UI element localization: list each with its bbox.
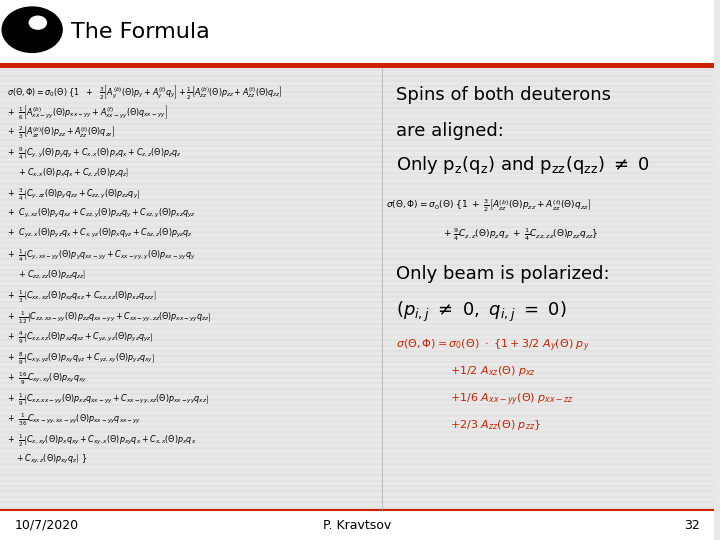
Text: $+\ \frac{9}{4}C_{z,z}(\Theta)p_zq_z\ +\ \frac{1}{4}C_{zz,zz}(\Theta)p_{zz}q_{zz: $+\ \frac{9}{4}C_{z,z}(\Theta)p_zq_z\ +\… bbox=[443, 227, 598, 244]
Text: $+\ \ \frac{16}{9}C_{xy,xy}(\Theta)p_{xy}q_{xy}$: $+\ \ \frac{16}{9}C_{xy,xy}(\Theta)p_{xy… bbox=[7, 371, 87, 387]
Text: $\left.\ \ \ + C_{xy,z}(\Theta)p_{xy}q_z\right]\ \}$: $\left.\ \ \ + C_{xy,z}(\Theta)p_{xy}q_z… bbox=[7, 453, 87, 466]
Text: $+\ \ \frac{9}{4}\left[C_{y,y}(\Theta)p_yq_y + C_{x,x}(\Theta)p_xq_x + C_{z,z}(\: $+\ \ \frac{9}{4}\left[C_{y,y}(\Theta)p_… bbox=[7, 145, 182, 161]
Text: are aligned:: are aligned: bbox=[397, 122, 504, 139]
Text: $+\ \ C_{y,xz}(\Theta)p_yq_{xz} + C_{zz,y}(\Theta)p_{zz}q_y + C_{xz,y}(\Theta)p_: $+\ \ C_{y,xz}(\Theta)p_yq_{xz} + C_{zz,… bbox=[7, 207, 196, 220]
Text: $\left.\ \ \ \ + C_{zz,zz}(\Theta)p_{zz}q_{zz}\right]$: $\left.\ \ \ \ + C_{zz,zz}(\Theta)p_{zz}… bbox=[7, 268, 86, 281]
Bar bbox=[0, 510, 714, 540]
FancyBboxPatch shape bbox=[0, 0, 714, 65]
Text: $+\ \ C_{yz,x}(\Theta)p_{yz}q_x + C_{x,yz}(\Theta)p_xq_{yz} + C_{bz,z}(\Theta)p_: $+\ \ C_{yz,x}(\Theta)p_{yz}q_x + C_{x,y… bbox=[7, 227, 193, 240]
Text: 10/7/2020: 10/7/2020 bbox=[14, 519, 78, 532]
Text: P. Kravtsov: P. Kravtsov bbox=[323, 519, 391, 532]
Text: $+\ \ \frac{3}{4}\left[C_{y,zz}(\Theta)p_yq_{zz} + C_{zz,y}(\Theta)p_{zz}q_y\rig: $+\ \ \frac{3}{4}\left[C_{y,zz}(\Theta)p… bbox=[7, 186, 140, 202]
Text: $+ 2/3\ A_{zz}(\Theta)\ p_{zz}\}$: $+ 2/3\ A_{zz}(\Theta)\ p_{zz}\}$ bbox=[450, 418, 541, 433]
Text: $(p_{i,j}\ \neq\ 0,\ q_{i,j}\ =\ 0)$: $(p_{i,j}\ \neq\ 0,\ q_{i,j}\ =\ 0)$ bbox=[397, 300, 567, 324]
Text: $\sigma(\Theta,\Phi) = \sigma_0(\Theta)\ \{1\ \ +\ \ \frac{3}{2}\left[A_y^{(b)}(: $\sigma(\Theta,\Phi) = \sigma_0(\Theta)\… bbox=[7, 84, 283, 102]
Text: Only beam is polarized:: Only beam is polarized: bbox=[397, 265, 610, 282]
Text: $+\ \ \frac{1}{6}\left[A_{xx-yy}^{(b)}(\Theta)p_{xx-yy} + A_{xx-yy}^{(t)}(\Theta: $+\ \ \frac{1}{6}\left[A_{xx-yy}^{(b)}(\… bbox=[7, 104, 168, 122]
Text: $+\ \ \frac{8}{9}\left[C_{xy,yz}(\Theta)p_{xy}q_{yz} + C_{yz,xy}(\Theta)p_{yz}q_: $+\ \ \frac{8}{9}\left[C_{xy,yz}(\Theta)… bbox=[7, 350, 155, 367]
Text: 32: 32 bbox=[684, 519, 700, 532]
Text: $+\ \ \frac{1}{4}\left[C_{y,xx-yy}(\Theta)p_yq_{xx-yy} + C_{xx-yy,y}(\Theta)p_{x: $+\ \ \frac{1}{4}\left[C_{y,xx-yy}(\Thet… bbox=[7, 248, 196, 264]
Text: $\sigma(\Theta,\Phi) = \sigma_0(\Theta)\ \{1\ +\ \frac{3}{2}\left[A_{zz}^{(b)}(\: $\sigma(\Theta,\Phi) = \sigma_0(\Theta)\… bbox=[386, 197, 590, 214]
Text: $+\ \ \frac{1}{9}\left[C_{xz,xx-yy}(\Theta)p_{xz}q_{xx-yy} + C_{xx-yy,xz}(\Theta: $+\ \ \frac{1}{9}\left[C_{xz,xx-yy}(\The… bbox=[7, 392, 209, 408]
Text: Only $\mathregular{p_z(q_z)}$ and $\mathregular{p_{zz}(q_{zz})}$ $\neq$ 0: Only $\mathregular{p_z(q_z)}$ and $\math… bbox=[397, 154, 650, 176]
Text: $+ 1/6\ A_{xx-yy}(\Theta)\ p_{xx-zz}$: $+ 1/6\ A_{xx-yy}(\Theta)\ p_{xx-zz}$ bbox=[450, 392, 574, 408]
Text: $+\ \ \frac{1}{2}\left[C_{x,xy}(\Theta)p_xq_{xy} + C_{xy,x}(\Theta)p_{xy}q_x + C: $+\ \ \frac{1}{2}\left[C_{x,xy}(\Theta)p… bbox=[7, 433, 197, 449]
Text: $+ 1/2\ A_{xz}(\Theta)\ p_{xz}$: $+ 1/2\ A_{xz}(\Theta)\ p_{xz}$ bbox=[450, 364, 536, 379]
Text: $+\ \ \frac{1}{12}\left[C_{zz,xx-yy}(\Theta)p_{zz}q_{xx-yy} + C_{xx-yy,zz}(\Thet: $+\ \ \frac{1}{12}\left[C_{zz,xx-yy}(\Th… bbox=[7, 309, 211, 326]
Bar bbox=[0, 63, 714, 68]
Text: $+\ \ \frac{4}{9}\left[C_{xz,xz}(\Theta)p_{xz}q_{xz} + C_{yz,yz}(\Theta)p_{yz}q_: $+\ \ \frac{4}{9}\left[C_{xz,xz}(\Theta)… bbox=[7, 330, 153, 346]
Text: $+\ \ \frac{2}{3}\left[A_{zz}^{(b)}(\Theta)p_{zz} + A_{zz}^{(t)}(\Theta)q_{zz}\r: $+\ \ \frac{2}{3}\left[A_{zz}^{(b)}(\The… bbox=[7, 125, 115, 141]
Text: Spins of both deuterons: Spins of both deuterons bbox=[397, 86, 611, 104]
Text: $+\ \ \frac{1}{36}C_{xx-yy,xx-yy}(\Theta)p_{xx-yy}q_{xx-yy}$: $+\ \ \frac{1}{36}C_{xx-yy,xx-yy}(\Theta… bbox=[7, 412, 141, 428]
Text: $\sigma(\Theta,\Phi) = \sigma_0(\Theta)\ \cdot\ \{1 + 3/2\ A_y(\Theta)\ p_y$: $\sigma(\Theta,\Phi) = \sigma_0(\Theta)\… bbox=[397, 338, 590, 354]
Circle shape bbox=[30, 16, 46, 29]
Circle shape bbox=[2, 7, 62, 52]
Text: $+\ \ \frac{1}{3}\left[C_{xx,xz}(\Theta)p_{xz}q_{xz} + C_{xz,xz}(\Theta)p_{xz}q_: $+\ \ \frac{1}{3}\left[C_{xx,xz}(\Theta)… bbox=[7, 289, 156, 305]
Text: The Formula: The Formula bbox=[71, 22, 210, 43]
Text: $\left.\ \ \ \ + C_{x,x}(\Theta)p_xq_x + C_{z,z}(\Theta)p_zq_z\right]$: $\left.\ \ \ \ + C_{x,x}(\Theta)p_xq_x +… bbox=[7, 166, 130, 179]
